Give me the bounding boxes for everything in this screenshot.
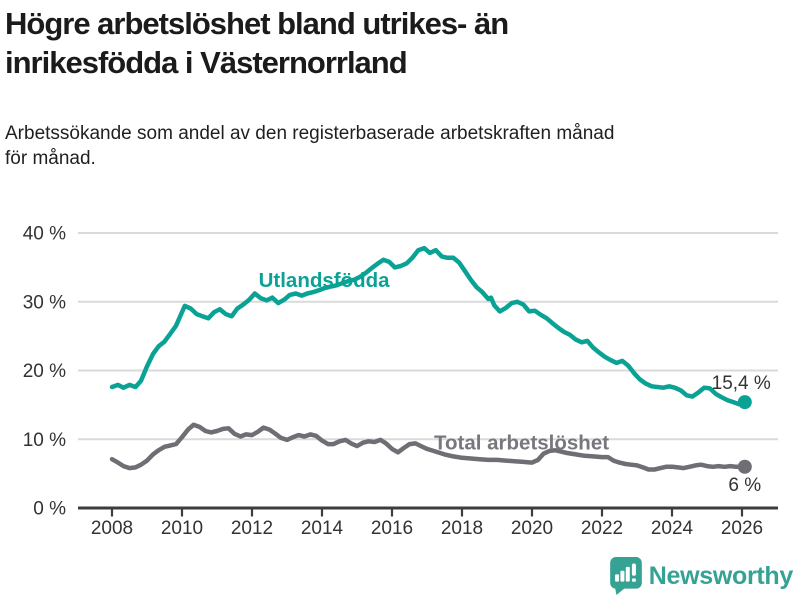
newsworthy-logo: Newsworthy bbox=[609, 557, 794, 595]
x-axis-label-2014: 2014 bbox=[301, 518, 344, 539]
chart-subtitle-line-1: Arbetssökande som andel av den registerb… bbox=[5, 123, 615, 144]
chart-title-line-2: inrikesfödda i Västernorrland bbox=[5, 45, 408, 80]
end-dot-total-arbetsloshet bbox=[737, 459, 752, 474]
end-value-label-utlandsfodda: 15,4 % bbox=[712, 373, 771, 394]
end-dot-utlandsfodda bbox=[737, 395, 752, 410]
y-axis-label-40: 40 % bbox=[23, 224, 66, 245]
x-axis-label-2026: 2026 bbox=[721, 518, 763, 539]
chart-title-line-1: Högre arbetslöshet bland utrikes- än bbox=[5, 6, 509, 41]
x-axis-label-2024: 2024 bbox=[651, 518, 694, 539]
chart-subtitle: Arbetssökande som andel av den registerb… bbox=[5, 121, 785, 171]
x-axis-label-2012: 2012 bbox=[231, 518, 273, 539]
series-label-total-arbetsloshet: Total arbetslöshet bbox=[434, 431, 609, 454]
x-axis-label-2016: 2016 bbox=[371, 518, 413, 539]
chart-subtitle-line-2: för månad. bbox=[5, 148, 96, 169]
x-axis-label-2018: 2018 bbox=[441, 518, 483, 539]
x-axis-label-2022: 2022 bbox=[581, 518, 623, 539]
end-value-label-total-arbetsloshet: 6 % bbox=[728, 475, 761, 496]
y-axis-label-0: 0 % bbox=[33, 499, 66, 520]
newsworthy-wordmark: Newsworthy bbox=[648, 561, 794, 590]
series-line-total-arbetsloshet bbox=[109, 422, 748, 472]
x-axis-label-2008: 2008 bbox=[91, 518, 133, 539]
series-label-utlandsfodda: Utlandsfödda bbox=[259, 269, 391, 292]
y-axis-label-20: 20 % bbox=[23, 361, 66, 382]
chart-title: Högre arbetslöshet bland utrikes- än inr… bbox=[5, 4, 785, 82]
x-axis-label-2010: 2010 bbox=[161, 518, 203, 539]
y-axis-label-10: 10 % bbox=[23, 430, 66, 451]
series-line-utlandsfodda bbox=[109, 245, 748, 407]
x-axis-label-2020: 2020 bbox=[511, 518, 553, 539]
newsworthy-icon bbox=[609, 557, 642, 595]
y-axis-label-30: 30 % bbox=[23, 292, 66, 313]
chart-header: Högre arbetslöshet bland utrikes- än inr… bbox=[5, 4, 785, 82]
